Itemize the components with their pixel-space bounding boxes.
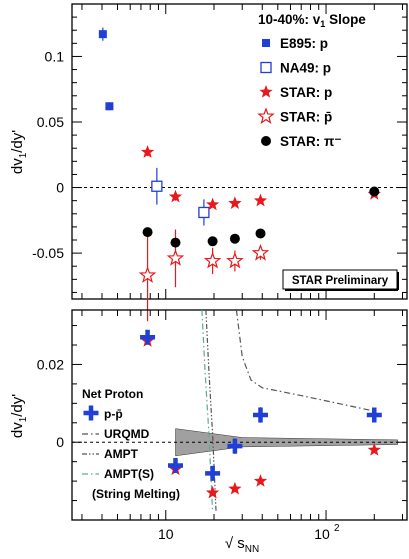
data-point [166, 249, 185, 266]
data-point [142, 227, 153, 238]
legend-entry: p-p̄ [83, 405, 123, 421]
data-point [228, 196, 242, 209]
legend-entry: STAR: π⁻ [261, 134, 341, 149]
data-point [251, 243, 270, 261]
data-point [207, 236, 218, 247]
legend-marker [260, 61, 272, 74]
legend-entry: AMPT(S) [82, 467, 154, 481]
data-point [369, 186, 380, 197]
y-tick-label: 0 [56, 434, 64, 450]
data-point [170, 237, 181, 248]
bottom-data-marks [140, 329, 382, 499]
bottom-legend: Net Proton p-p̄ URQMD AMPT AMPT(S) (String M… [82, 387, 180, 501]
model-curves [201, 309, 375, 513]
legend-label: AMPT [104, 447, 139, 461]
data-point [140, 329, 156, 345]
legend-label: STAR: p [280, 85, 332, 100]
data-point [205, 485, 220, 499]
data-point [366, 407, 382, 423]
data-point [140, 145, 155, 158]
data-point [229, 233, 240, 244]
bottom-legend-title: Net Proton [82, 387, 143, 401]
legend-entry: STAR: p [259, 85, 332, 100]
top-y-ticks: -0.05 0 0.05 0.1 [32, 3, 407, 293]
data-point [253, 193, 268, 207]
legend-label: E895: p [280, 36, 328, 51]
bottom-plot-frame [71, 309, 408, 521]
data-point [205, 465, 221, 481]
uncertainty-band [175, 428, 398, 457]
y-tick-label: 0.05 [37, 114, 64, 130]
legend-label: p-p̄ [104, 407, 123, 421]
data-point [151, 180, 163, 192]
bottom-y-axis-label: dv1/dy' [9, 394, 29, 438]
series-cross-filled [140, 329, 382, 481]
data-point [168, 189, 183, 203]
legend-marker [259, 85, 273, 98]
series-square-open [151, 167, 210, 226]
top-legend: 10-40%: v1 Slope E895: p NA49: p STAR: p ST… [257, 12, 366, 149]
data-point [167, 458, 183, 474]
data-point [98, 30, 107, 39]
series-circle-filled [142, 186, 380, 248]
legend-marker [257, 107, 275, 124]
legend-marker [261, 136, 271, 146]
legend-entry: NA49: p [260, 61, 331, 76]
top-plot-frame [71, 3, 408, 300]
x-tick-labels: 10 10 2 [158, 523, 340, 542]
data-point [253, 474, 268, 487]
top-x-ticks [81, 4, 404, 299]
y-tick-label: 0.02 [37, 356, 64, 372]
bottom-panel: dv1/dy' 0 0.02 Net Proton p-p̄ URQMD AMPT AM… [9, 309, 408, 555]
data-point [252, 407, 268, 423]
x-tick-label: 10 [158, 526, 174, 542]
legend-entry: URQMD [82, 427, 150, 441]
data-point [198, 206, 210, 219]
star-preliminary-label: STAR Preliminary [282, 269, 399, 291]
legend-label: URQMD [104, 427, 150, 441]
series-square-filled [98, 27, 114, 111]
y-tick-label: -0.05 [32, 245, 64, 261]
legend-label-extra: (String Melting) [92, 487, 180, 501]
data-point [367, 443, 381, 456]
data-point [228, 481, 242, 495]
top-y-axis-label: dv1/dy' [9, 130, 29, 174]
series-star-open [138, 229, 270, 322]
data-point [226, 251, 244, 269]
data-point [203, 251, 222, 269]
legend-entry: STAR: p̄ [257, 107, 332, 125]
x-tick-label-exponent: 2 [334, 523, 340, 534]
legend-label: NA49: p [280, 61, 331, 76]
band-area [175, 428, 398, 457]
legend-marker [83, 405, 99, 421]
series-star-filled [140, 145, 381, 211]
top-data-marks [98, 27, 381, 322]
x-tick-label: 10 [314, 526, 330, 542]
legend-label: AMPT(S) [104, 467, 154, 481]
y-tick-label: 0 [56, 180, 64, 196]
legend-entry: E895: p [262, 36, 328, 51]
data-point [227, 438, 243, 454]
star-preliminary-text: STAR Preliminary [292, 275, 389, 287]
legend-marker [262, 39, 270, 47]
data-point [205, 197, 220, 211]
top-chart-title: 10-40%: v1 Slope [258, 12, 366, 29]
model-curve [205, 309, 217, 513]
x-axis-label: √ sNN [225, 535, 259, 555]
legend-entry: AMPT [82, 447, 139, 461]
y-tick-label: 0.1 [45, 48, 65, 64]
data-point [138, 266, 157, 283]
bottom-x-ticks [81, 310, 404, 520]
data-point [105, 102, 114, 111]
legend-label: STAR: π⁻ [280, 134, 341, 149]
model-curve [235, 309, 375, 412]
top-panel: dv1/dy' -0.05 0 0.05 0.1 10-40%: v1 Slope E… [9, 3, 408, 322]
data-point [255, 228, 266, 239]
legend-label: STAR: p̄ [280, 110, 332, 125]
